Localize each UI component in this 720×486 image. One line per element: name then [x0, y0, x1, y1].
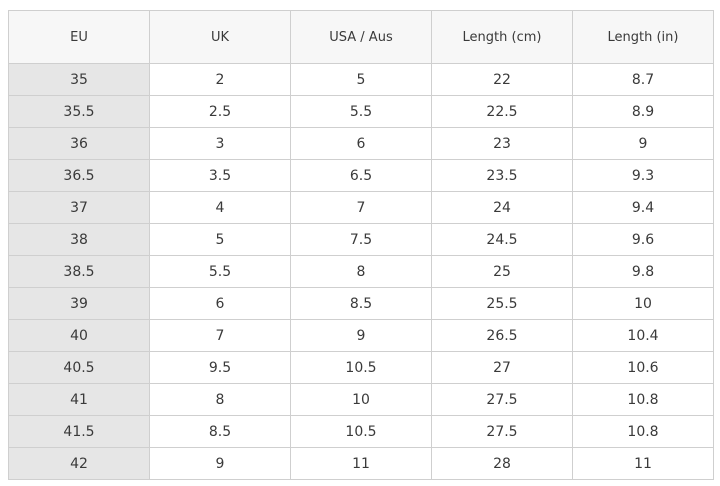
table-cell: 10.5: [290, 415, 432, 448]
table-cell: 8: [149, 383, 291, 416]
table-cell: 41.5: [8, 415, 150, 448]
table-row: 41 8 10 27.5 10.8: [8, 383, 714, 416]
table-row: 36.5 3.5 6.5 23.5 9.3: [8, 159, 714, 192]
table-cell: 9.8: [572, 255, 714, 288]
table-cell: 36: [8, 127, 150, 160]
table-cell: 5: [290, 63, 432, 96]
table-cell: 39: [8, 287, 150, 320]
header-cell: Length (in): [572, 10, 714, 64]
table-cell: 38.5: [8, 255, 150, 288]
table-cell: 9: [290, 319, 432, 352]
table-cell: 3: [149, 127, 291, 160]
table-cell: 6.5: [290, 159, 432, 192]
table-cell: 27.5: [431, 415, 573, 448]
table-cell: 40.5: [8, 351, 150, 384]
table-cell: 10.8: [572, 383, 714, 416]
table-cell: 9.5: [149, 351, 291, 384]
table-cell: 7.5: [290, 223, 432, 256]
table-row: 40.5 9.5 10.5 27 10.6: [8, 351, 714, 384]
header-cell: UK: [149, 10, 291, 64]
table-cell: 2: [149, 63, 291, 96]
table-row: 36 3 6 23 9: [8, 127, 714, 160]
table-cell: 9: [572, 127, 714, 160]
header-cell: Length (cm): [431, 10, 573, 64]
table-cell: 35: [8, 63, 150, 96]
table-cell: 11: [572, 447, 714, 480]
table-cell: 2.5: [149, 95, 291, 128]
table-row: 38 5 7.5 24.5 9.6: [8, 223, 714, 256]
table-cell: 26.5: [431, 319, 573, 352]
table-cell: 27: [431, 351, 573, 384]
table-cell: 24.5: [431, 223, 573, 256]
table-cell: 23.5: [431, 159, 573, 192]
header-cell: EU: [8, 10, 150, 64]
table-body: 35 2 5 22 8.7 35.5 2.5 5.5 22.5 8.9 36 3 6 23 9 36.5 3.5…: [8, 63, 714, 480]
table-cell: 22: [431, 63, 573, 96]
table-cell: 40: [8, 319, 150, 352]
table-cell: 9.3: [572, 159, 714, 192]
table-row: 37 4 7 24 9.4: [8, 191, 714, 224]
table-cell: 7: [149, 319, 291, 352]
table-cell: 36.5: [8, 159, 150, 192]
table-cell: 10.4: [572, 319, 714, 352]
table-cell: 6: [149, 287, 291, 320]
table-row: 40 7 9 26.5 10.4: [8, 319, 714, 352]
table-cell: 5.5: [290, 95, 432, 128]
table-row: 41.5 8.5 10.5 27.5 10.8: [8, 415, 714, 448]
table-cell: 8.7: [572, 63, 714, 96]
table-cell: 10.5: [290, 351, 432, 384]
table-cell: 10.6: [572, 351, 714, 384]
table-cell: 10: [572, 287, 714, 320]
table-cell: 10: [290, 383, 432, 416]
table-row: 42 9 11 28 11: [8, 447, 714, 480]
table-cell: 37: [8, 191, 150, 224]
table-cell: 25: [431, 255, 573, 288]
header-cell: USA / Aus: [290, 10, 432, 64]
table-cell: 6: [290, 127, 432, 160]
table-cell: 8.5: [149, 415, 291, 448]
table-cell: 27.5: [431, 383, 573, 416]
table-cell: 10.8: [572, 415, 714, 448]
table-cell: 8.5: [290, 287, 432, 320]
table-cell: 38: [8, 223, 150, 256]
table-cell: 9: [149, 447, 291, 480]
table-cell: 11: [290, 447, 432, 480]
table-cell: 23: [431, 127, 573, 160]
table-cell: 42: [8, 447, 150, 480]
table-row: 39 6 8.5 25.5 10: [8, 287, 714, 320]
header-row: EU UK USA / Aus Length (cm) Length (in): [8, 10, 714, 64]
table-cell: 35.5: [8, 95, 150, 128]
table-cell: 25.5: [431, 287, 573, 320]
table-cell: 4: [149, 191, 291, 224]
table-row: 35.5 2.5 5.5 22.5 8.9: [8, 95, 714, 128]
table-cell: 9.4: [572, 191, 714, 224]
table-cell: 9.6: [572, 223, 714, 256]
table-cell: 5: [149, 223, 291, 256]
table-row: 35 2 5 22 8.7: [8, 63, 714, 96]
table-cell: 8.9: [572, 95, 714, 128]
table-cell: 22.5: [431, 95, 573, 128]
table-cell: 41: [8, 383, 150, 416]
table-header: EU UK USA / Aus Length (cm) Length (in): [8, 10, 714, 64]
table-cell: 8: [290, 255, 432, 288]
table-cell: 7: [290, 191, 432, 224]
table-cell: 3.5: [149, 159, 291, 192]
table-cell: 5.5: [149, 255, 291, 288]
size-table: EU UK USA / Aus Length (cm) Length (in) 35 2 5…: [8, 10, 714, 480]
table-cell: 28: [431, 447, 573, 480]
table-cell: 24: [431, 191, 573, 224]
table-row: 38.5 5.5 8 25 9.8: [8, 255, 714, 288]
